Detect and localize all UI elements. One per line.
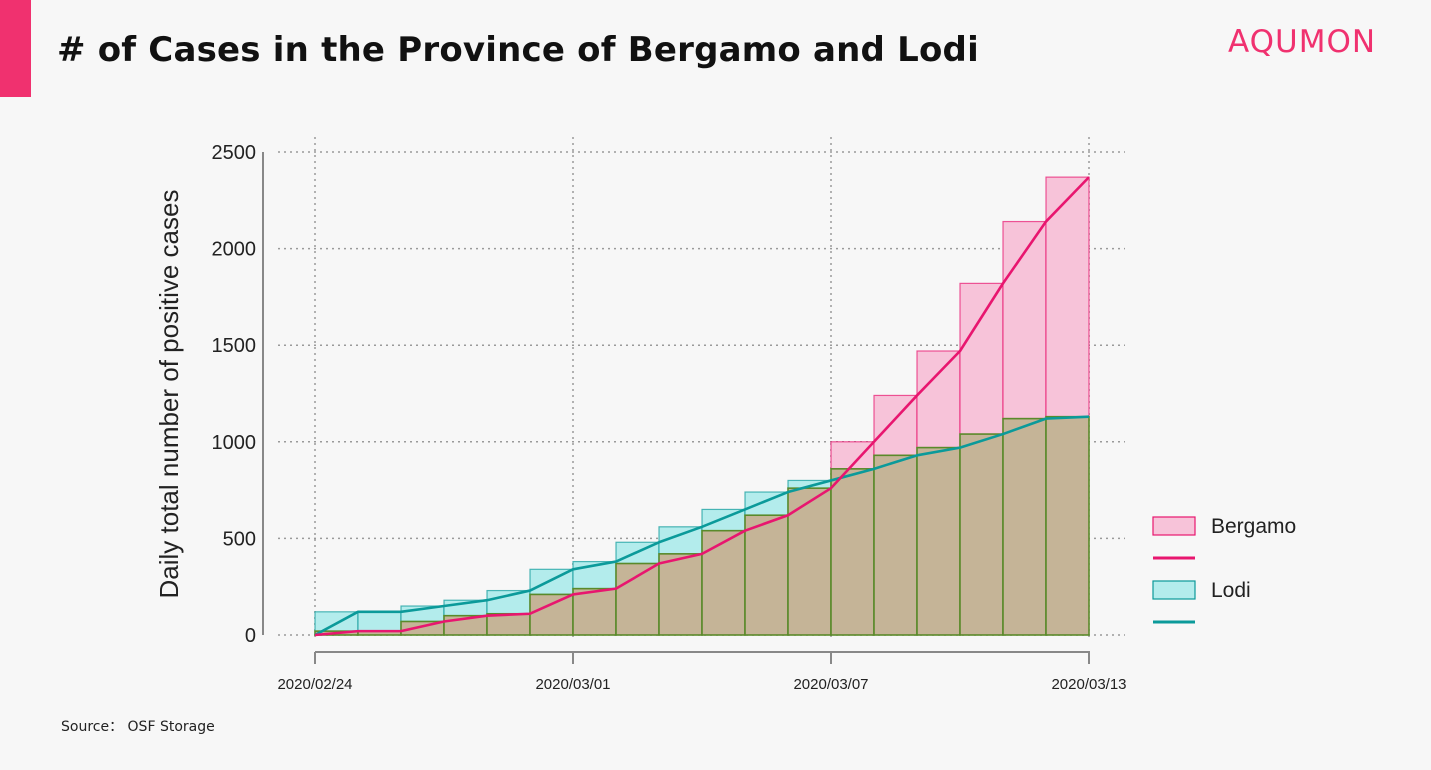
y-tick-label: 0 xyxy=(245,625,256,647)
overlap-bar xyxy=(916,446,961,636)
y-tick-label: 500 xyxy=(223,528,256,550)
overlap-bar xyxy=(486,612,531,636)
overlap-bar xyxy=(658,553,703,636)
x-tick-labels: 2020/02/24 2020/03/01 2020/03/07 2020/03/13 xyxy=(277,652,1127,693)
axes xyxy=(262,152,1090,653)
y-tick-label: 1000 xyxy=(212,432,257,454)
bergamo-bar xyxy=(873,394,918,456)
lodi-bar xyxy=(357,611,402,632)
overlap-bar xyxy=(744,514,789,636)
bergamo-bar xyxy=(959,282,1004,435)
y-axis-label: Daily total number of positive cases xyxy=(154,190,184,599)
bergamo-bar xyxy=(1045,176,1090,418)
overlap-bar xyxy=(959,433,1004,636)
bars xyxy=(314,176,1090,636)
lodi-legend-swatch xyxy=(1152,580,1196,600)
x-tick-label: 2020/03/07 xyxy=(793,676,868,693)
accent-bar xyxy=(0,0,31,97)
overlap-bar xyxy=(529,593,574,636)
bergamo-legend-swatch xyxy=(1152,516,1196,536)
x-tick-label: 2020/03/01 xyxy=(535,676,610,693)
y-tick-label: 2000 xyxy=(212,239,257,261)
series-lines xyxy=(314,176,1090,637)
bergamo-line xyxy=(314,176,1090,637)
y-tick-label: 1500 xyxy=(212,335,257,357)
lodi-bar xyxy=(486,589,531,615)
page-title: # of Cases in the Province of Bergamo an… xyxy=(57,30,979,70)
overlap-bar xyxy=(615,562,660,636)
x-tick-label: 2020/02/24 xyxy=(277,676,352,693)
brand-logo: AQUMON xyxy=(1228,24,1377,60)
overlap-bar xyxy=(1002,417,1047,636)
legend: Bergamo Lodi xyxy=(1152,515,1296,624)
overlap-bar xyxy=(830,468,875,636)
y-tick-labels: 0 500 1000 1500 2000 2500 xyxy=(212,142,257,647)
source-note: Source： OSF Storage xyxy=(61,719,215,735)
bergamo-legend-label: Bergamo xyxy=(1211,515,1296,538)
overlap-bar xyxy=(873,454,918,636)
lodi-line xyxy=(314,415,1090,637)
y-tick-label: 2500 xyxy=(212,142,257,164)
overlap-bar xyxy=(701,529,746,636)
overlap-bar xyxy=(1045,415,1090,636)
lodi-legend-label: Lodi xyxy=(1211,579,1251,602)
overlap-bar xyxy=(572,587,617,636)
x-tick-label: 2020/03/13 xyxy=(1051,676,1126,693)
bergamo-bar xyxy=(916,350,961,449)
